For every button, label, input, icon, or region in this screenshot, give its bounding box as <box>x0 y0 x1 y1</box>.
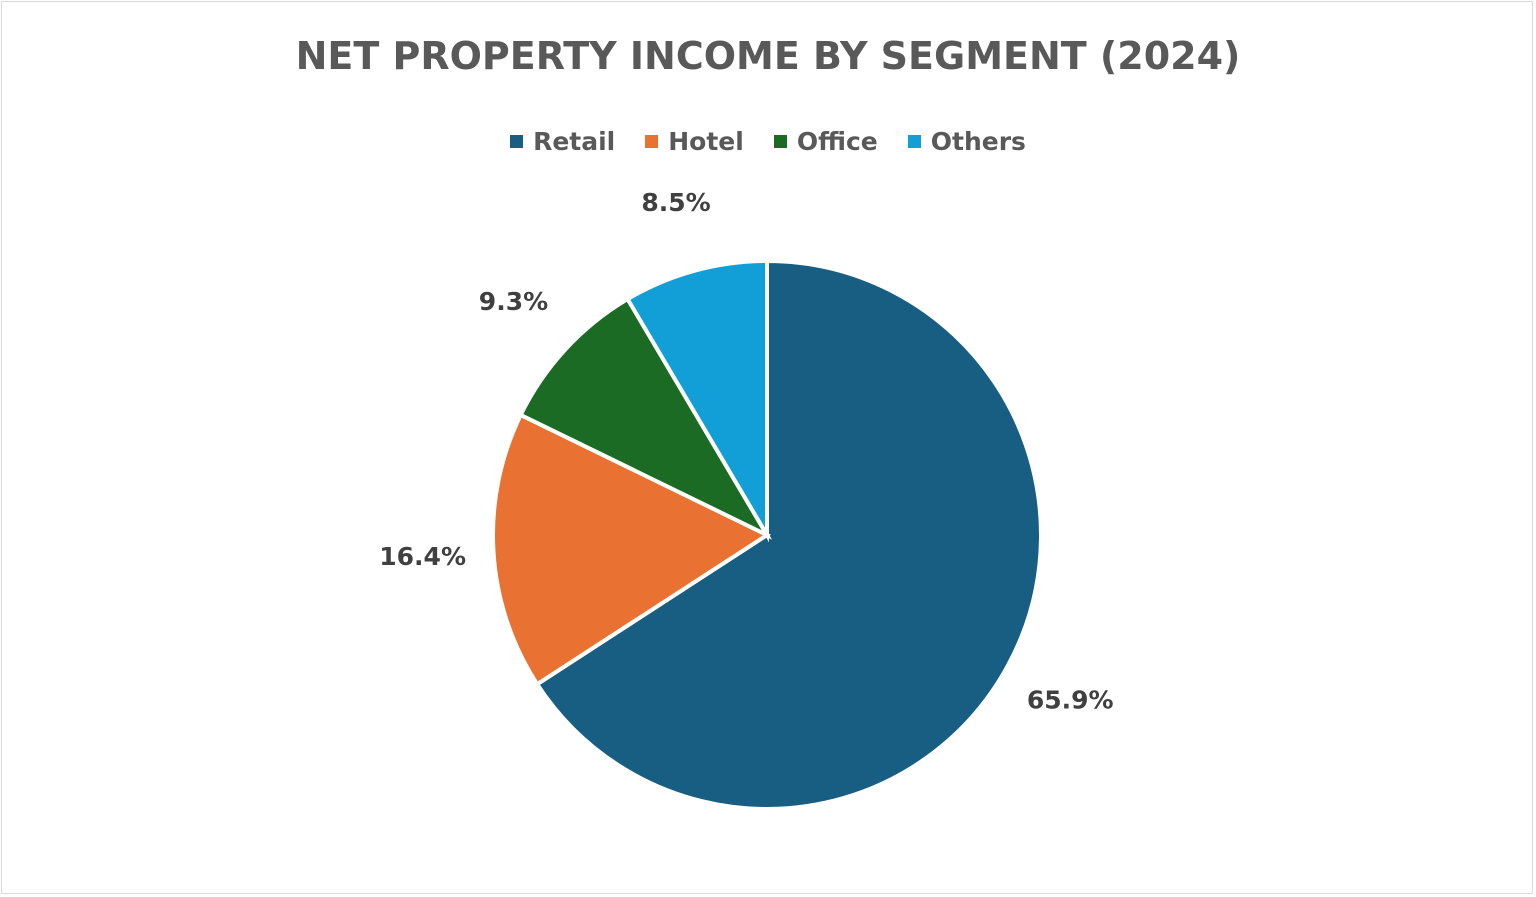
data-label-hotel: 16.4% <box>379 542 466 571</box>
legend-swatch <box>907 135 921 148</box>
pie-slice-others <box>624 258 769 543</box>
legend-item-office: Office <box>773 127 878 156</box>
pie-slice-retail <box>534 258 1043 811</box>
data-label-office: 9.3% <box>479 287 548 316</box>
legend-swatch <box>510 135 524 148</box>
pie-slice-office <box>518 296 773 540</box>
legend-label: Hotel <box>668 127 744 156</box>
data-label-retail: 65.9% <box>1027 686 1114 715</box>
legend-item-hotel: Hotel <box>645 127 744 156</box>
legend: Retail Hotel Office Others <box>0 127 1536 156</box>
legend-item-retail: Retail <box>510 127 615 156</box>
data-label-others: 8.5% <box>641 188 710 217</box>
pie-slice-hotel <box>491 412 772 687</box>
legend-label: Retail <box>533 127 616 156</box>
legend-label: Others <box>930 127 1026 156</box>
legend-item-others: Others <box>907 127 1026 156</box>
legend-swatch <box>645 135 659 148</box>
chart-title: NET PROPERTY INCOME BY SEGMENT (2024) <box>295 34 1241 78</box>
legend-swatch <box>773 135 787 148</box>
legend-label: Office <box>796 127 878 156</box>
